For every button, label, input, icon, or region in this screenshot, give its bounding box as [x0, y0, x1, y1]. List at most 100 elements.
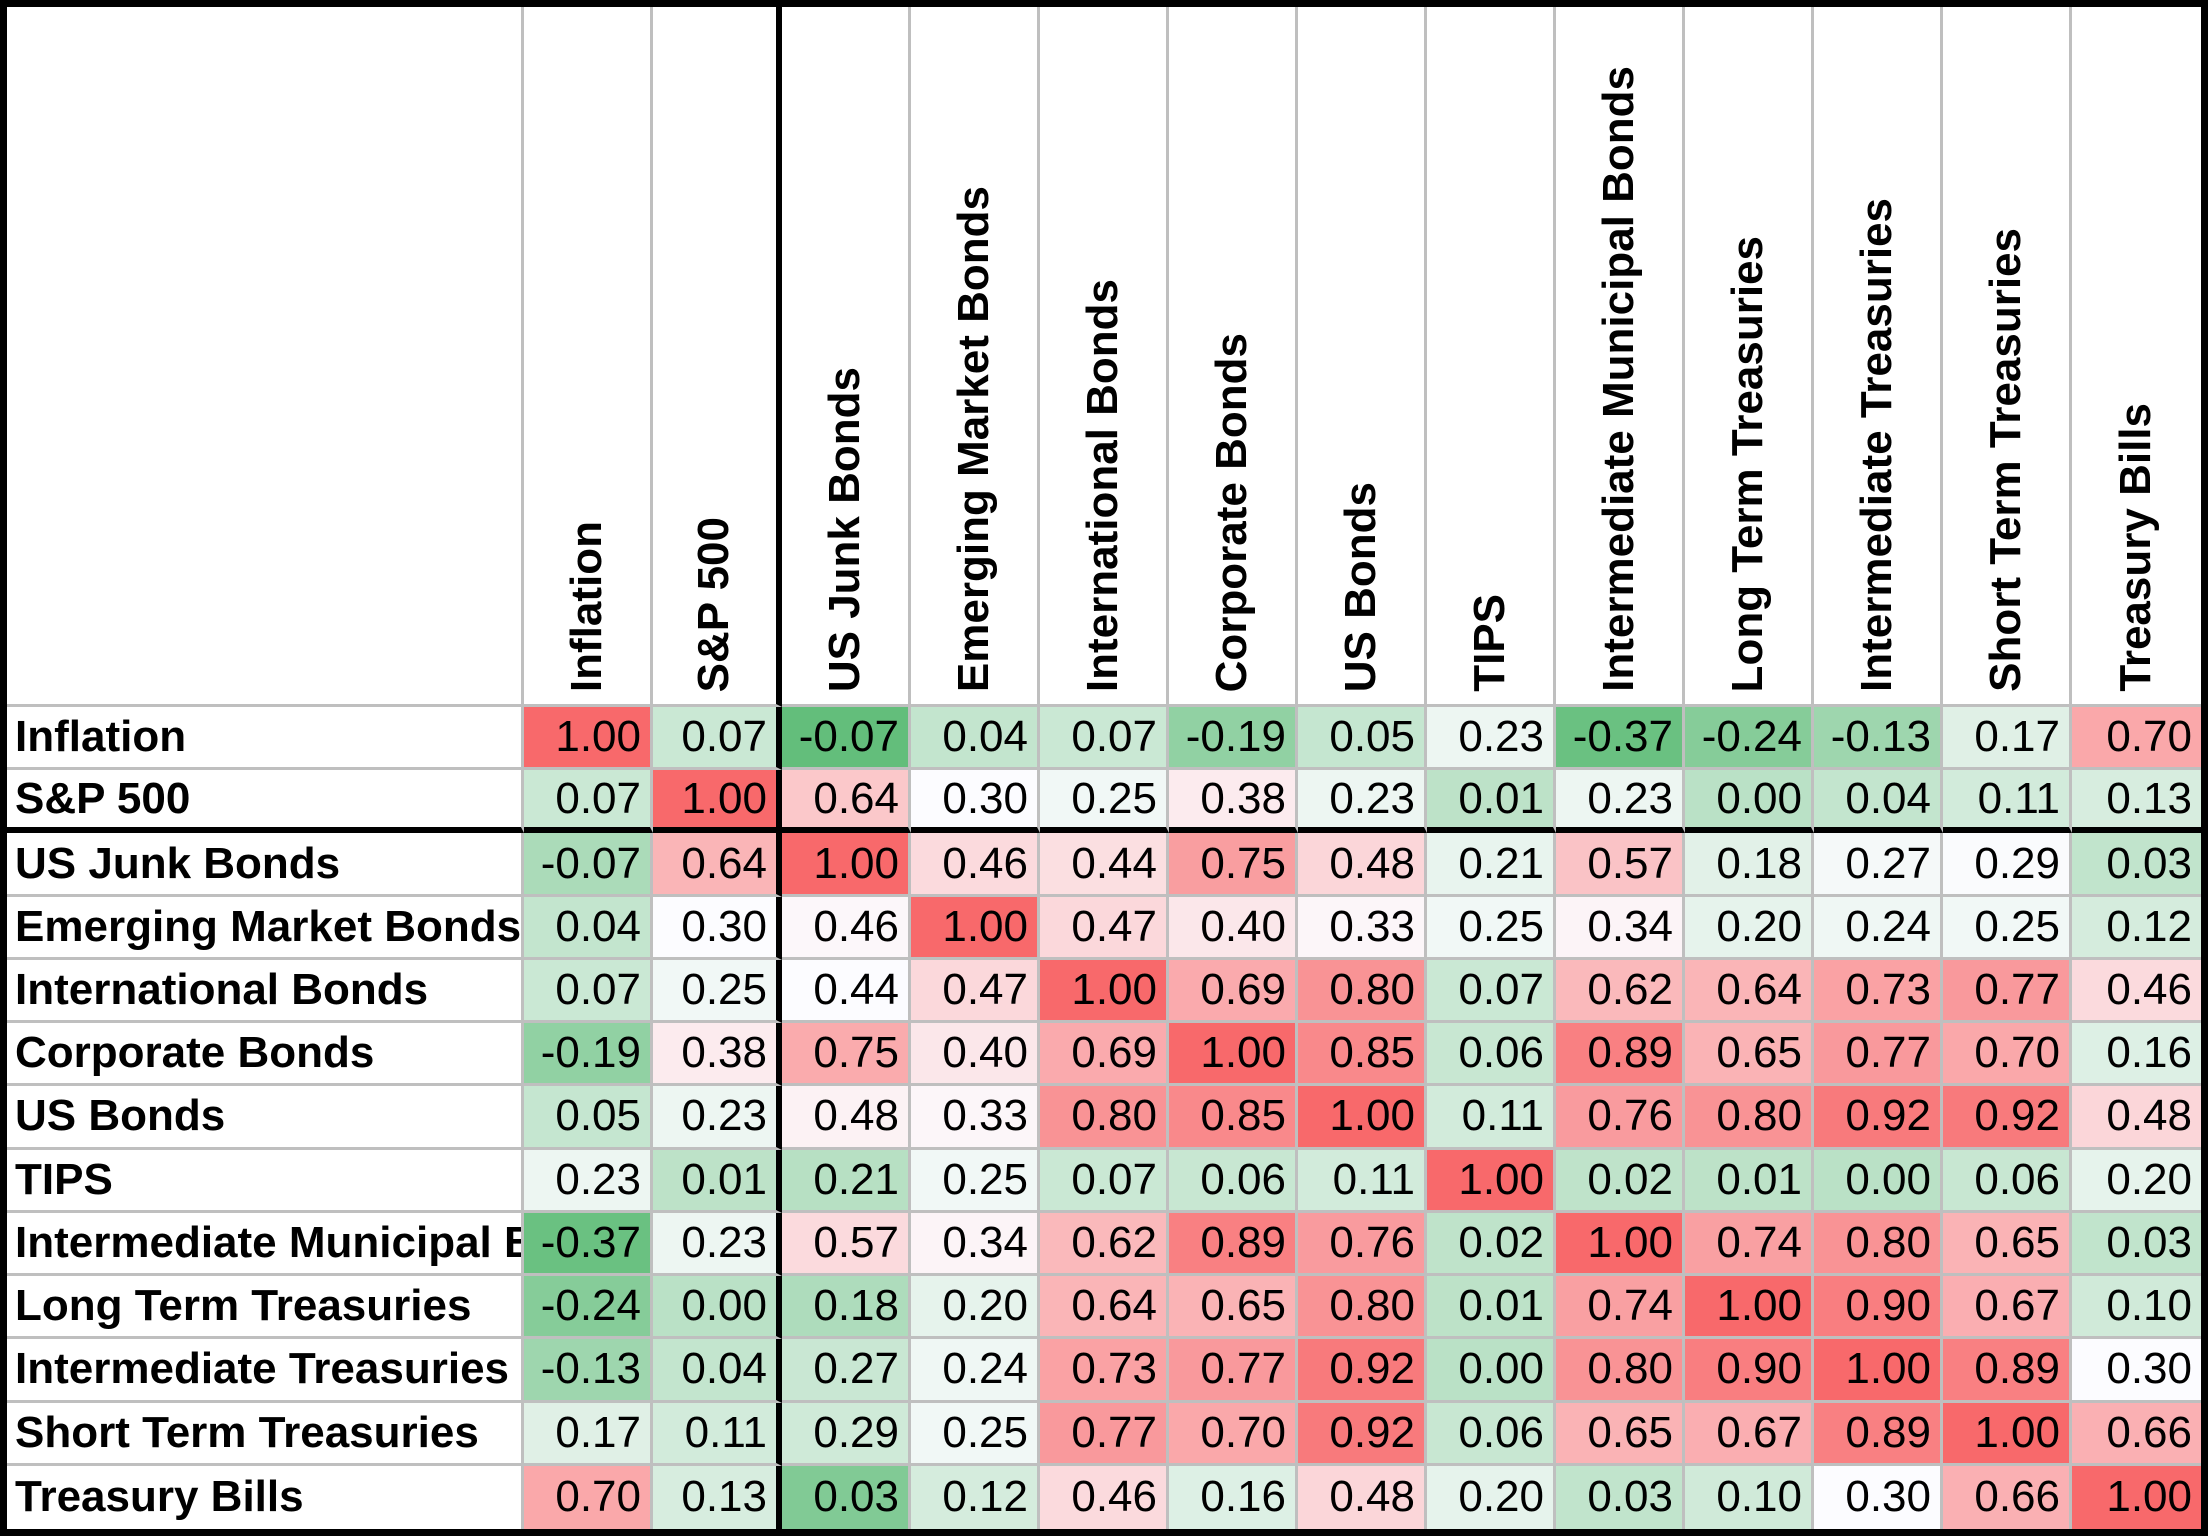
- matrix-cell: 0.01: [1685, 1149, 1814, 1213]
- matrix-cell: 0.92: [1943, 1086, 2072, 1150]
- matrix-cell: 0.20: [911, 1276, 1040, 1340]
- column-header-label: Short Term Treasuries: [1980, 228, 2030, 692]
- matrix-cell: 0.11: [653, 1402, 782, 1466]
- column-header-label: Emerging Market Bonds: [948, 185, 998, 692]
- matrix-cell: 0.12: [2072, 896, 2201, 960]
- matrix-cell: 0.27: [1814, 833, 1943, 897]
- column-header: Corporate Bonds: [1169, 7, 1298, 707]
- matrix-cell: 0.30: [653, 896, 782, 960]
- row-header: Long Term Treasuries: [7, 1276, 524, 1340]
- matrix-cell: 0.07: [524, 959, 653, 1024]
- matrix-cell: 0.38: [1169, 770, 1298, 834]
- matrix-cell: 0.13: [2072, 770, 2201, 834]
- matrix-cell: 0.33: [1298, 896, 1427, 960]
- matrix-cell: 0.89: [1556, 1023, 1685, 1087]
- matrix-cell: 0.65: [1169, 1276, 1298, 1340]
- matrix-cell: 0.10: [2072, 1276, 2201, 1340]
- matrix-cell: 1.00: [1814, 1339, 1943, 1403]
- matrix-cell: 0.92: [1814, 1086, 1943, 1150]
- matrix-cell: 0.07: [1040, 707, 1169, 771]
- column-header: Long Term Treasuries: [1685, 7, 1814, 707]
- matrix-cell: 0.13: [653, 1465, 782, 1529]
- matrix-cell: 0.67: [1943, 1276, 2072, 1340]
- matrix-cell: 0.25: [911, 1149, 1040, 1213]
- column-header-label: Long Term Treasuries: [1722, 235, 1772, 692]
- matrix-cell: 0.47: [911, 959, 1040, 1024]
- matrix-cell: 0.62: [1040, 1212, 1169, 1277]
- matrix-cell: 0.70: [1943, 1023, 2072, 1087]
- matrix-cell: 0.76: [1556, 1086, 1685, 1150]
- matrix-cell: 0.11: [1943, 770, 2072, 834]
- matrix-cell: 0.65: [1685, 1023, 1814, 1087]
- matrix-cell: 0.24: [911, 1339, 1040, 1403]
- matrix-cell: 0.80: [1814, 1212, 1943, 1277]
- matrix-cell: 0.64: [1685, 959, 1814, 1024]
- matrix-cell: 0.64: [653, 833, 782, 897]
- matrix-cell: 0.77: [1169, 1339, 1298, 1403]
- column-header-label: US Junk Bonds: [819, 366, 869, 692]
- matrix-cell: 1.00: [911, 896, 1040, 960]
- matrix-cell: 0.69: [1040, 1023, 1169, 1087]
- matrix-cell: 0.80: [1298, 959, 1427, 1024]
- matrix-cell: 0.25: [1427, 896, 1556, 960]
- matrix-cell: 0.06: [1427, 1402, 1556, 1466]
- column-header-label: Treasury Bills: [2111, 403, 2161, 692]
- matrix-cell: 0.48: [1298, 833, 1427, 897]
- matrix-cell: 0.18: [782, 1276, 911, 1340]
- matrix-cell: 0.44: [782, 959, 911, 1024]
- matrix-cell: 0.06: [1169, 1149, 1298, 1213]
- column-header: US Junk Bonds: [782, 7, 911, 707]
- matrix-cell: 0.07: [1427, 959, 1556, 1024]
- matrix-cell: 0.23: [524, 1149, 653, 1213]
- matrix-cell: 0.46: [2072, 959, 2201, 1024]
- row-header: Inflation: [7, 707, 524, 771]
- column-header: US Bonds: [1298, 7, 1427, 707]
- matrix-cell: 0.80: [1556, 1339, 1685, 1403]
- matrix-cell: 0.30: [911, 770, 1040, 834]
- matrix-cell: 0.27: [782, 1339, 911, 1403]
- matrix-cell: 0.70: [1169, 1402, 1298, 1466]
- matrix-cell: -0.07: [782, 707, 911, 771]
- matrix-cell: 0.00: [1427, 1339, 1556, 1403]
- matrix-cell: 0.02: [1427, 1212, 1556, 1277]
- row-header: US Bonds: [7, 1086, 524, 1150]
- column-header-label: Intermediate Treasuries: [1851, 197, 1901, 692]
- matrix-cell: 0.89: [1943, 1339, 2072, 1403]
- matrix-cell: 0.03: [1556, 1465, 1685, 1529]
- matrix-cell: 0.57: [1556, 833, 1685, 897]
- matrix-cell: 0.04: [524, 896, 653, 960]
- matrix-cell: 1.00: [2072, 1465, 2201, 1529]
- matrix-cell: 0.05: [524, 1086, 653, 1150]
- matrix-cell: 0.16: [2072, 1023, 2201, 1087]
- matrix-cell: -0.24: [524, 1276, 653, 1340]
- matrix-cell: 0.05: [1298, 707, 1427, 771]
- matrix-cell: 0.17: [524, 1402, 653, 1466]
- matrix-cell: 0.80: [1040, 1086, 1169, 1150]
- matrix-cell: 0.85: [1169, 1086, 1298, 1150]
- matrix-cell: 0.89: [1814, 1402, 1943, 1466]
- column-header: International Bonds: [1040, 7, 1169, 707]
- matrix-cell: 0.20: [2072, 1149, 2201, 1213]
- matrix-cell: 0.02: [1556, 1149, 1685, 1213]
- matrix-cell: 0.12: [911, 1465, 1040, 1529]
- matrix-cell: 0.11: [1427, 1086, 1556, 1150]
- matrix-cell: 0.30: [1814, 1465, 1943, 1529]
- matrix-cell: 0.17: [1943, 707, 2072, 771]
- column-header-label: Corporate Bonds: [1206, 332, 1256, 692]
- row-header: Treasury Bills: [7, 1465, 524, 1529]
- row-header: Corporate Bonds: [7, 1023, 524, 1087]
- matrix-cell: 0.07: [1040, 1149, 1169, 1213]
- matrix-cell: -0.13: [1814, 707, 1943, 771]
- matrix-cell: 1.00: [1298, 1086, 1427, 1150]
- matrix-cell: 0.64: [782, 770, 911, 834]
- matrix-cell: 1.00: [1685, 1276, 1814, 1340]
- matrix-cell: 1.00: [1427, 1149, 1556, 1213]
- matrix-cell: -0.24: [1685, 707, 1814, 771]
- matrix-cell: 0.77: [1814, 1023, 1943, 1087]
- matrix-cell: 0.92: [1298, 1339, 1427, 1403]
- matrix-cell: 0.01: [653, 1149, 782, 1213]
- matrix-cell: 0.90: [1685, 1339, 1814, 1403]
- matrix-cell: 0.70: [524, 1465, 653, 1529]
- matrix-cell: -0.13: [524, 1339, 653, 1403]
- row-header: Intermediate Municipal Bonds: [7, 1212, 524, 1277]
